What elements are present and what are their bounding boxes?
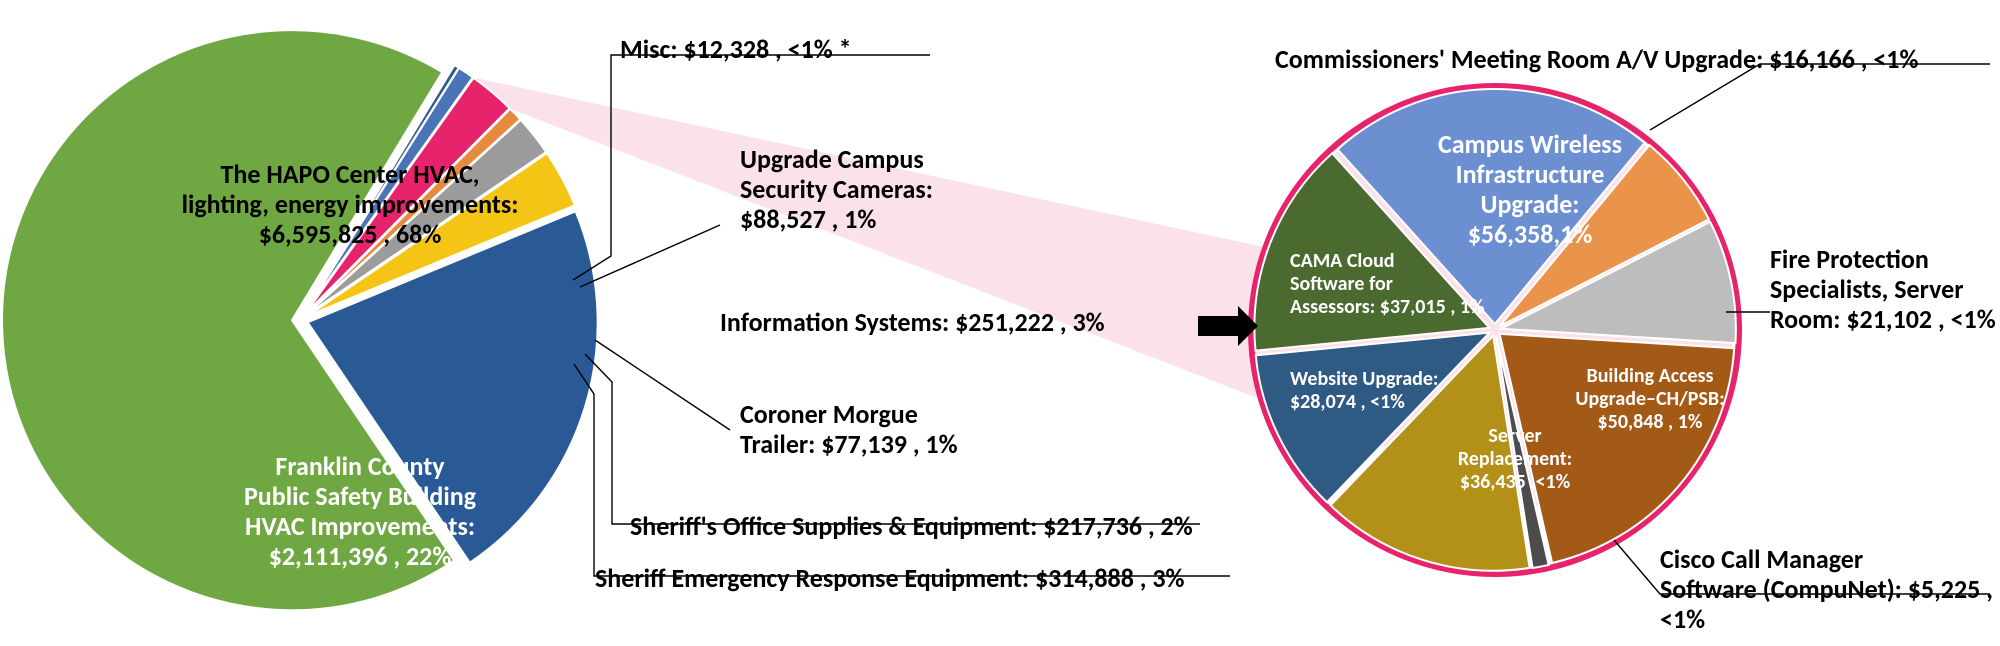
- label-coroner: Coroner MorgueTrailer: $77,139 , 1%: [740, 400, 958, 460]
- label-server_repl: ServerReplacement:$36,435 ,<1%: [1430, 425, 1600, 494]
- label-sheriff_supplies: Sheriff's Office Supplies & Equipment: $…: [630, 512, 1193, 542]
- label-building_access: Building AccessUpgrade–CH/PSB:$50,848 , …: [1555, 365, 1745, 434]
- label-av_upgrade: Commissioners' Meeting Room A/V Upgrade:…: [1275, 45, 1918, 75]
- label-cisco: Cisco Call ManagerSoftware (CompuNet): $…: [1660, 545, 2000, 635]
- label-infosys: Information Systems: $251,222 , 3%: [720, 308, 1105, 338]
- label-cama: CAMA CloudSoftware forAssessors: $37,015…: [1290, 250, 1485, 319]
- label-cameras: Upgrade CampusSecurity Cameras:$88,527 ,…: [740, 145, 933, 235]
- label-hapo: The HAPO Center HVAC,lighting, energy im…: [140, 160, 560, 250]
- label-website: Website Upgrade:$28,074 , <1%: [1290, 368, 1490, 414]
- leader-line: [574, 364, 1230, 576]
- label-wireless: Campus WirelessInfrastructureUpgrade:$56…: [1420, 130, 1640, 250]
- label-fire: Fire ProtectionSpecialists, ServerRoom: …: [1770, 245, 1996, 335]
- label-sheriff_emerg: Sheriff Emergency Response Equipment: $3…: [595, 564, 1185, 594]
- label-misc: Misc: $12,328 , <1% *: [620, 35, 852, 65]
- leader-line: [580, 225, 720, 287]
- label-psb_hvac: Franklin CountyPublic Safety BuildingHVA…: [210, 452, 510, 572]
- leader-line: [595, 340, 730, 430]
